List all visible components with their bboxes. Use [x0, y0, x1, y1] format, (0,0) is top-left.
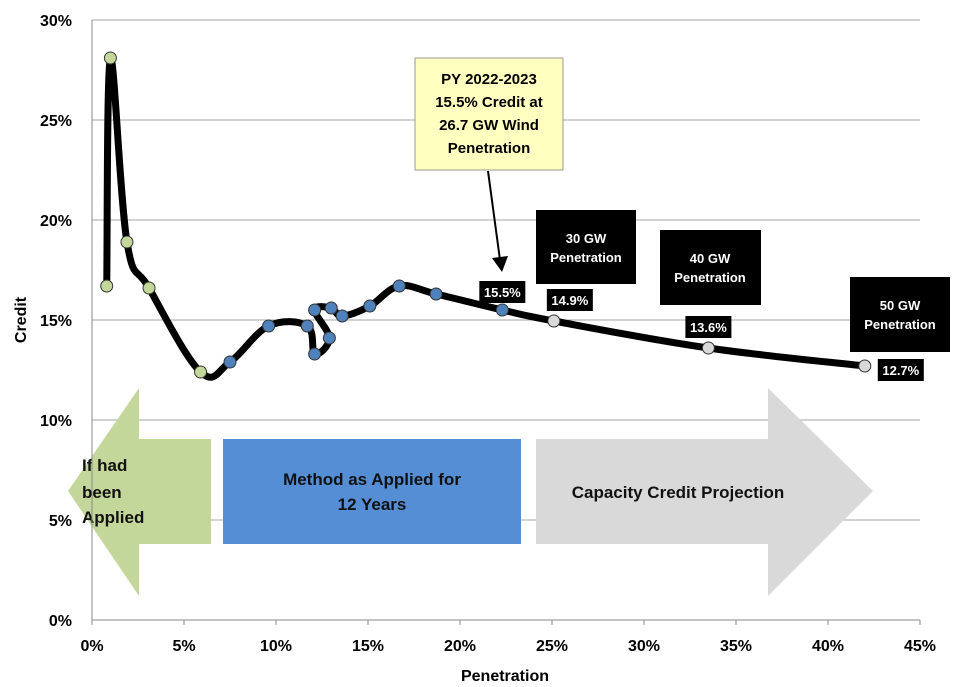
data-point — [308, 303, 322, 317]
y-tick-label: 25% — [40, 113, 72, 130]
data-point — [142, 281, 156, 295]
annotation-50gw-line-1: 50 GW — [880, 298, 921, 313]
band-arrows: If had been Applied Method as Applied fo… — [68, 388, 873, 596]
data-point — [495, 303, 509, 317]
annotation-50gw-line-2: Penetration — [864, 317, 936, 332]
annotation-50gw-box — [850, 277, 950, 352]
y-tick-label: 10% — [40, 413, 72, 430]
band-arrow-if-applied — [68, 388, 211, 596]
data-label-box — [685, 316, 732, 338]
x-tick-label: 5% — [172, 638, 195, 655]
band-label-applied-2: 12 Years — [338, 495, 407, 514]
data-label-box — [877, 359, 924, 381]
callout-line-3: 26.7 GW Wind — [439, 117, 539, 134]
y-tick-label: 5% — [49, 513, 72, 530]
data-point — [308, 347, 322, 361]
x-tick-label: 35% — [720, 638, 752, 655]
y-tick-label: 30% — [40, 13, 72, 30]
data-point — [100, 279, 114, 293]
data-point — [547, 314, 561, 328]
data-point — [363, 299, 377, 313]
y-tick-label: 0% — [49, 613, 72, 630]
data-point — [335, 309, 349, 323]
data-point — [223, 355, 237, 369]
x-tick-label: 30% — [628, 638, 660, 655]
series-points — [100, 51, 872, 379]
annotation-40gw-line-1: 40 GW — [690, 251, 731, 266]
callout-py-2022: PY 2022-2023 15.5% Credit at 26.7 GW Win… — [414, 57, 564, 272]
callout-arrow-shaft — [487, 170, 501, 261]
annotation-30gw-box — [536, 210, 636, 284]
band-label-if-applied-3: Applied — [82, 508, 144, 527]
data-label-box — [479, 281, 526, 303]
y-tick-labels: 0% 5% 10% 15% 20% 25% 30% — [40, 13, 72, 630]
x-tick-label: 45% — [904, 638, 936, 655]
y-tick-label: 20% — [40, 213, 72, 230]
band-label-applied-1: Method as Applied for — [283, 470, 461, 489]
data-label: 14.9% — [551, 293, 588, 308]
callout-line-1: PY 2022-2023 — [441, 71, 537, 88]
callout-arrow-head — [492, 256, 508, 272]
data-labels: 15.5% 14.9% 13.6% 12.7% — [479, 281, 924, 381]
data-point — [429, 287, 443, 301]
band-label-projection: Capacity Credit Projection — [572, 483, 785, 502]
data-point — [322, 331, 336, 345]
band-arrow-applied — [223, 439, 521, 544]
band-arrow-projection — [536, 388, 873, 596]
data-point — [858, 359, 872, 373]
x-tick-label: 15% — [352, 638, 384, 655]
data-point — [392, 279, 406, 293]
data-label: 13.6% — [690, 320, 727, 335]
data-point — [262, 319, 276, 333]
y-tick-label: 15% — [40, 313, 72, 330]
x-tick-labels: 0% 5% 10% 15% 20% 25% 30% 35% 40% 45% — [80, 620, 936, 655]
x-tick-label: 10% — [260, 638, 292, 655]
annotation-40gw-line-2: Penetration — [674, 270, 746, 285]
x-tick-label: 20% — [444, 638, 476, 655]
annotation-50gw: 50 GW Penetration — [850, 277, 950, 352]
annotation-30gw: 30 GW Penetration — [536, 210, 636, 284]
annotation-30gw-line-2: Penetration — [550, 250, 622, 265]
data-point — [300, 319, 314, 333]
callout-line-2: 15.5% Credit at — [435, 94, 543, 111]
data-label: 12.7% — [882, 363, 919, 378]
annotation-40gw-box — [660, 230, 761, 305]
data-point — [324, 301, 338, 315]
band-label-if-applied-1: If had — [82, 456, 127, 475]
x-tick-label: 40% — [812, 638, 844, 655]
data-point — [194, 365, 208, 379]
data-label: 15.5% — [484, 285, 521, 300]
data-label-box — [546, 289, 593, 311]
callout-line-4: Penetration — [448, 140, 531, 157]
annotation-30gw-line-1: 30 GW — [566, 231, 607, 246]
y-axis-title: Credit — [13, 296, 30, 343]
x-axis-title: Penetration — [461, 668, 549, 685]
data-point — [120, 235, 134, 249]
band-label-if-applied-2: been — [82, 483, 122, 502]
x-tick-label: 0% — [80, 638, 103, 655]
annotation-40gw: 40 GW Penetration — [660, 230, 761, 305]
callout-box — [414, 57, 564, 171]
x-tick-label: 25% — [536, 638, 568, 655]
data-point — [701, 341, 715, 355]
data-point — [103, 51, 117, 65]
